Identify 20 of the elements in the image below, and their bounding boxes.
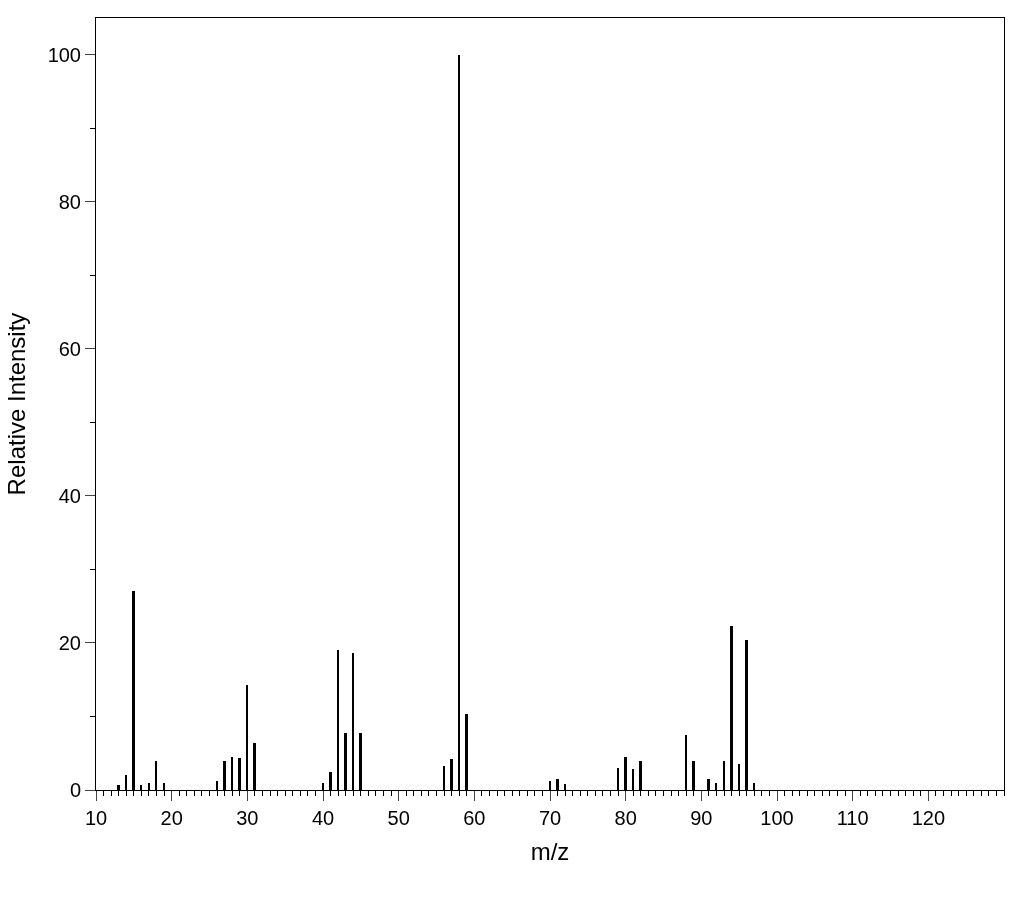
- x-tick-label: 60: [463, 807, 486, 829]
- y-axis-title: Relative Intensity: [2, 312, 30, 496]
- y-tick-label: 60: [58, 337, 81, 360]
- x-tick-label: 20: [160, 807, 183, 829]
- x-tick-label: 90: [690, 807, 713, 829]
- x-tick-label: 40: [311, 807, 335, 829]
- y-tick-label: 80: [58, 190, 81, 213]
- x-tick-label: 10: [84, 807, 108, 829]
- x-tick-label: 50: [387, 807, 410, 829]
- y-tick-label: 100: [47, 43, 81, 66]
- y-tick-label: 40: [58, 484, 81, 507]
- y-tick-label: 0: [69, 779, 81, 801]
- x-axis-title: m/z: [530, 838, 570, 866]
- x-tick-label: 70: [538, 807, 562, 829]
- x-tick-label: 100: [760, 807, 794, 829]
- x-tick-label: 80: [614, 807, 637, 829]
- y-tick-label: 20: [58, 631, 81, 654]
- x-tick-label: 120: [911, 807, 946, 829]
- x-tick-label: 30: [236, 807, 259, 829]
- x-tick-label: 110: [836, 807, 869, 829]
